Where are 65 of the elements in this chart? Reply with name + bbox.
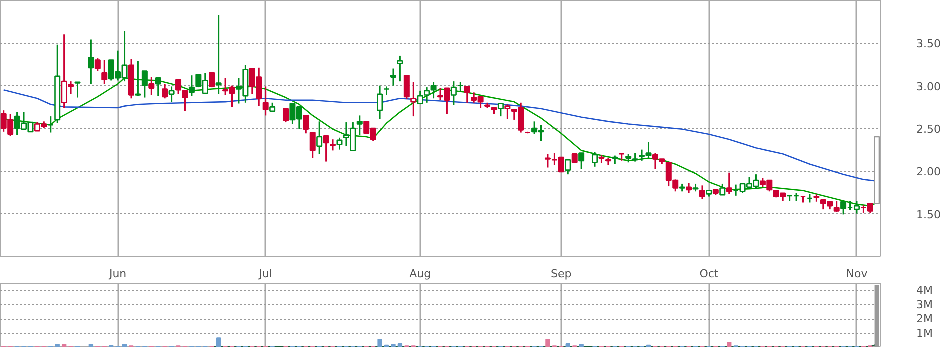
candlestick [726, 172, 732, 195]
candlestick [74, 82, 81, 99]
candlestick [216, 14, 222, 96]
x-tick-label: Sep [551, 268, 572, 280]
x-tick-label: Aug [410, 268, 432, 280]
candlestick [686, 182, 692, 194]
candlestick [94, 58, 101, 72]
candlestick [592, 152, 598, 168]
candlestick [330, 138, 336, 152]
bar [122, 344, 128, 347]
candlestick [450, 80, 457, 106]
candlestick [162, 83, 168, 100]
candlestick [397, 55, 404, 82]
candlestick [464, 86, 470, 104]
bar [579, 344, 584, 347]
candlestick [356, 114, 363, 136]
y-tick-label: 1.50 [916, 208, 941, 222]
bar [546, 339, 550, 347]
bar [727, 342, 732, 347]
candlestick [323, 135, 330, 163]
bar [391, 344, 396, 347]
candlestick [303, 114, 310, 134]
x-tick-label: Nov [846, 268, 868, 280]
y-tick-label: 3.50 [916, 38, 941, 51]
x-tick-label: Oct [700, 268, 720, 280]
candlestick [316, 120, 323, 155]
candlestick [282, 108, 289, 124]
candlestick [720, 183, 726, 196]
y-tick-label: 3M [916, 298, 933, 312]
candlestick [148, 76, 155, 96]
y-tick-label: 2M [916, 312, 933, 326]
candlestick [565, 158, 572, 176]
x-tick-label: Jul [258, 268, 272, 280]
candlestick [168, 86, 175, 103]
y-tick-label: 3.00 [916, 80, 941, 94]
candlestick [377, 85, 384, 120]
bar [566, 343, 570, 347]
bar [378, 339, 382, 347]
candlestick [310, 132, 316, 160]
candlestick [262, 86, 269, 116]
candlestick [699, 184, 706, 200]
y-tick-label: 1M [916, 326, 933, 340]
bar [216, 338, 222, 347]
candlestick [88, 39, 94, 85]
bar [62, 344, 67, 347]
candlestick [155, 77, 162, 97]
candlestick [390, 68, 396, 87]
candlestick [336, 137, 343, 151]
y-tick-label: 4M [916, 284, 933, 298]
candlestick [209, 72, 216, 88]
candlestick [578, 152, 585, 170]
bar [88, 344, 94, 347]
y-tick-label: 2.50 [916, 123, 941, 136]
candlestick [572, 152, 578, 164]
y-tick-label: 2.00 [916, 166, 941, 179]
bar [398, 343, 403, 347]
candlestick [48, 116, 54, 134]
candlestick [135, 60, 142, 97]
candlestick [458, 82, 464, 93]
candlestick [404, 74, 410, 100]
candlestick [102, 59, 108, 85]
x-tick-label: Jun [108, 268, 127, 280]
candlestick [544, 153, 551, 169]
candlestick [142, 70, 148, 99]
bar [55, 344, 60, 347]
